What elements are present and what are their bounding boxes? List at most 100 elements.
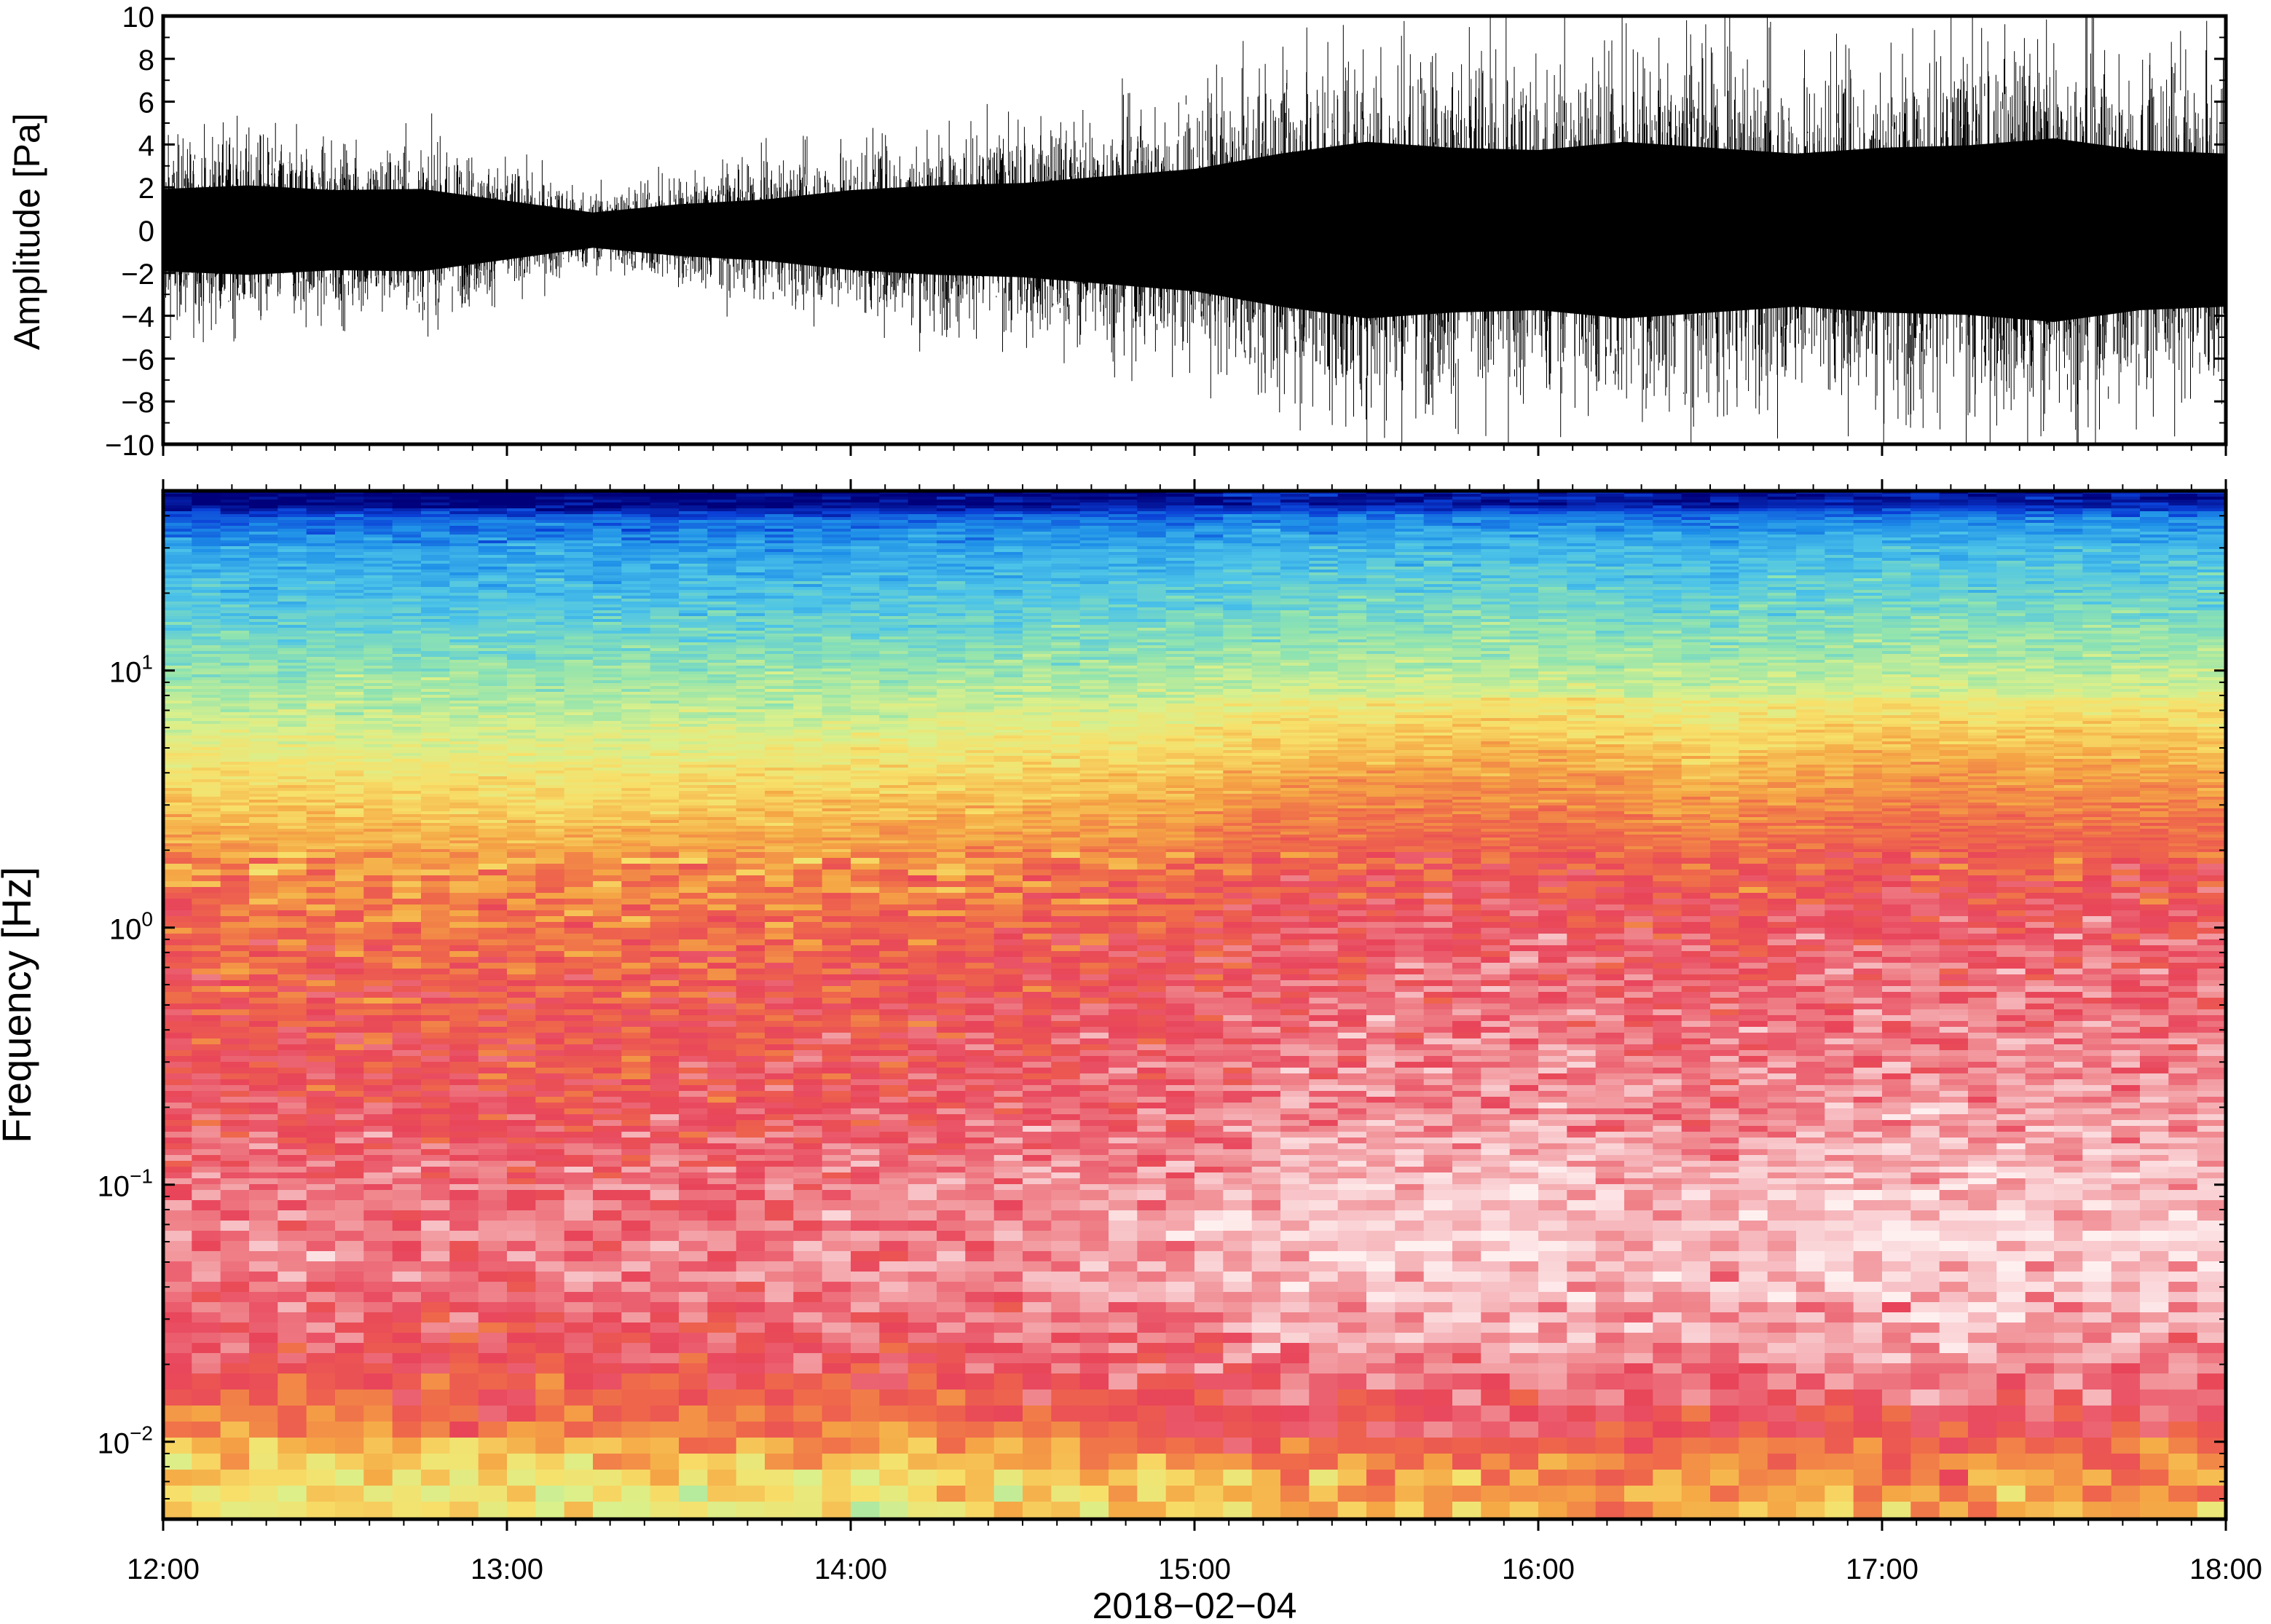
spectrogram-cell	[707, 663, 737, 666]
spectrogram-cell	[507, 756, 537, 760]
spectrogram-cell	[793, 622, 823, 626]
spectrogram-cell	[765, 1190, 795, 1201]
spectrogram-cell	[765, 939, 795, 946]
spectrogram-cell	[507, 849, 537, 853]
spectrogram-cell	[564, 1108, 594, 1115]
spectrogram-cell	[478, 642, 508, 646]
spectrogram-cell	[249, 1241, 279, 1252]
spectrogram-cell	[736, 750, 765, 754]
spectrogram-cell	[220, 718, 250, 722]
spectrogram-cell	[363, 1132, 393, 1138]
spectrogram-cell	[306, 671, 336, 675]
spectrogram-cell	[793, 715, 823, 719]
spectrogram-cell	[593, 893, 623, 899]
spectrogram-cell	[449, 628, 479, 631]
spectrogram-cell	[564, 738, 594, 742]
spectrogram-cell	[593, 969, 623, 975]
spectrogram-cell	[793, 613, 823, 617]
spectrogram-cell	[478, 1251, 508, 1262]
spectrogram-cell	[793, 1470, 823, 1486]
spectrogram-cell	[679, 1038, 709, 1045]
spectrogram-cell	[220, 1438, 250, 1454]
spectrogram-cell	[650, 669, 680, 672]
spectrogram-cell	[163, 762, 193, 765]
spectrogram-cell	[278, 843, 307, 847]
spectrogram-cell	[507, 835, 537, 838]
spectrogram-cell	[220, 546, 250, 550]
spectrogram-cell	[765, 555, 795, 559]
spectrogram-cell	[306, 628, 336, 631]
spectrogram-cell	[163, 1363, 193, 1374]
spectrogram-cell	[278, 1138, 307, 1144]
spectrogram-cell	[621, 803, 651, 806]
spectrogram-cell	[650, 564, 680, 567]
spectrogram-cell	[621, 648, 651, 652]
spectrogram-cell	[192, 864, 221, 870]
spectrogram-cell	[421, 1004, 451, 1010]
spectrogram-cell	[650, 945, 680, 952]
spectrogram-cell	[449, 768, 479, 771]
spectrogram-cell	[535, 572, 565, 576]
spectrogram-cell	[192, 671, 221, 675]
spectrogram-cell	[278, 870, 307, 876]
spectrogram-cell	[278, 575, 307, 579]
spectrogram-cell	[593, 625, 623, 628]
spectrogram-cell	[593, 1044, 623, 1051]
spectrogram-cell	[249, 552, 279, 556]
spectrogram-cell	[621, 535, 651, 538]
spectrogram-cell	[449, 558, 479, 561]
spectrogram-cell	[163, 712, 193, 716]
spectrogram-cell	[335, 558, 365, 561]
spectrogram-cell	[650, 881, 680, 888]
spectrogram-cell	[363, 508, 393, 512]
spectrogram-cell	[421, 928, 451, 934]
spectrogram-cell	[593, 543, 623, 547]
spectrogram-cell	[220, 648, 250, 652]
spectrogram-cell	[421, 904, 451, 911]
spectrogram-cell	[392, 823, 422, 827]
spectrogram-cell	[163, 858, 193, 864]
spectrogram-cell	[593, 590, 623, 594]
spectrogram-cell	[765, 1221, 795, 1231]
spectrogram-cell	[363, 1068, 393, 1074]
spectrogram-cell	[793, 1009, 823, 1016]
spectrogram-cell	[249, 616, 279, 620]
spectrogram-cell	[507, 1097, 537, 1103]
spectrogram-cell	[679, 893, 709, 899]
spectrogram-cell	[765, 590, 795, 594]
spectrogram-cell	[335, 596, 365, 599]
spectrogram-cell	[621, 928, 651, 934]
spectrogram-cell	[707, 791, 737, 795]
spectrogram-cell	[564, 1120, 594, 1127]
spectrogram-cell	[306, 759, 336, 762]
spectrogram-cell	[765, 910, 795, 917]
spectrogram-cell	[363, 555, 393, 559]
waveform-y-tick-label: 4	[138, 130, 154, 162]
spectrogram-cell	[736, 1132, 765, 1138]
spectrogram-cell	[249, 832, 279, 835]
spectrogram-cell	[363, 584, 393, 588]
spectrogram-cell	[306, 1454, 336, 1470]
spectrogram-cell	[163, 578, 193, 582]
spectrogram-cell	[765, 945, 795, 952]
spectrogram-cell	[650, 698, 680, 701]
spectrogram-cell	[449, 619, 479, 623]
spectrogram-cell	[765, 922, 795, 929]
spectrogram-cell	[421, 951, 451, 958]
spectrogram-cell	[707, 744, 737, 748]
spectrogram-cell	[392, 526, 422, 529]
spectrogram-cell	[449, 998, 479, 1004]
spectrogram-cell	[679, 837, 709, 841]
spectrogram-cell	[249, 628, 279, 631]
spectrogram-cell	[793, 736, 823, 739]
spectrogram-cell	[335, 1149, 365, 1156]
spectrogram-cell	[650, 523, 680, 527]
spectrogram-cell	[535, 881, 565, 888]
spectrogram-cell	[163, 887, 193, 894]
spectrogram-cell	[192, 555, 221, 559]
spectrogram-cell	[192, 703, 221, 707]
spectrogram-cell	[220, 800, 250, 803]
spectrogram-cell	[192, 549, 221, 553]
spectrogram-cell	[335, 505, 365, 509]
spectrogram-cell	[192, 858, 221, 864]
